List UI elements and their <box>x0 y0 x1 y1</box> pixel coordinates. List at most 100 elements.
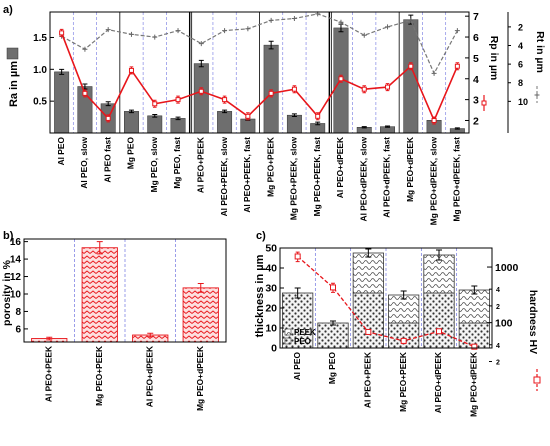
error-bar <box>59 68 65 75</box>
category-label: Al PEO, slow <box>79 137 89 189</box>
point-rp <box>338 76 344 82</box>
point-rt <box>128 31 134 37</box>
category-label: Al PEO+PEEK <box>196 137 206 193</box>
bar-ra <box>54 71 70 134</box>
bar-peek <box>388 294 420 324</box>
category-label: Mg PEO+dPEEK <box>195 346 205 411</box>
legend-marker-rp <box>481 100 487 106</box>
bar-ra <box>170 118 186 134</box>
point-rt <box>338 19 344 25</box>
point-rt <box>291 16 297 22</box>
panel-label-c: c) <box>256 230 266 242</box>
rp-tick-label: 7 <box>473 11 479 23</box>
point-rp <box>408 63 414 69</box>
point-rt <box>408 17 414 23</box>
hv-minor-label: 4 <box>496 287 500 294</box>
category-label: Mg PEO+dPEEK <box>405 137 415 202</box>
category-label: Al PEO <box>292 352 302 381</box>
y-tick-label: 40 <box>265 263 277 275</box>
point-hardness <box>365 328 372 335</box>
point-rt <box>385 24 391 30</box>
hv-minor-label: 2 <box>496 360 500 367</box>
point-rp <box>268 90 274 96</box>
y-tick-label: 10 <box>265 323 277 335</box>
error-bar <box>198 59 204 68</box>
category-label: Mg PEO+PEEK <box>398 352 408 412</box>
y-tick-label: 1.0 <box>33 65 47 76</box>
category-label: Al PEO+dPEEK, fast <box>382 137 392 218</box>
category-label: Al PEO+dPEEK, slow <box>358 137 368 222</box>
hv-minor-label: 4 <box>496 343 500 350</box>
point-hardness <box>436 328 442 335</box>
error-bar <box>365 248 372 258</box>
category-label: Al PEO <box>56 137 66 166</box>
error-bar <box>385 125 391 128</box>
point-hardness <box>400 337 407 344</box>
y-tick-label: 16 <box>10 237 22 248</box>
category-label: Al PEO+PEEK <box>43 346 53 402</box>
y-tick-label: 0 <box>271 343 277 355</box>
error-bar <box>315 121 321 126</box>
rp-tick-label: 4 <box>473 74 479 86</box>
point-rt <box>268 17 274 23</box>
error-bar <box>197 283 204 293</box>
rt-tick-label: 8 <box>518 78 523 88</box>
rp-axis-label: Rp in µm <box>488 36 500 81</box>
y-axis-label: porosity in % <box>1 259 13 326</box>
rt-tick-label: 4 <box>518 41 523 51</box>
bar-peek <box>458 289 490 324</box>
bar-porosity <box>81 247 118 343</box>
point-rt <box>431 70 437 76</box>
point-rp <box>222 97 228 103</box>
point-rt <box>152 34 158 40</box>
category-label: Al PEO+dPEEK <box>335 137 345 198</box>
point-rt <box>454 28 460 34</box>
point-rp <box>175 97 181 103</box>
bar-peo <box>388 322 420 349</box>
point-rp <box>291 86 297 92</box>
error-bar <box>400 290 407 300</box>
bar-ra <box>217 111 233 134</box>
error-bar <box>294 287 301 299</box>
rp-tick-label: 2 <box>473 115 479 127</box>
bar-ra <box>286 114 302 134</box>
panel-label-a: a) <box>3 4 13 16</box>
legend-marker-hardness <box>533 376 541 384</box>
point-rp <box>245 113 251 119</box>
error-bar <box>96 241 103 255</box>
hv-axis-label: hardness HV <box>527 290 539 354</box>
category-label: Mg PEO+dPEEK, slow <box>428 137 438 226</box>
series-line-rp <box>60 32 459 123</box>
rp-tick-label: 3 <box>473 95 479 107</box>
y-axis-label: thickness in µm <box>254 254 266 337</box>
point-rp <box>105 115 111 121</box>
y-tick-label: 8 <box>15 307 21 318</box>
bar-ra <box>263 44 279 134</box>
error-bar <box>46 336 53 341</box>
error-bar <box>147 332 154 338</box>
category-label: Mg PEO+dPEEK <box>469 352 479 417</box>
point-rt <box>175 28 181 34</box>
category-label: Mg PEO, slow <box>149 137 159 193</box>
chart-b: 6 8 10 12 14 16 porosity in % Al PEO+PEEK Mg PEO… <box>1 237 227 411</box>
point-rp <box>361 86 367 92</box>
error-bar <box>454 127 460 130</box>
bar-ra <box>147 115 163 134</box>
hv-minor-label: 2 <box>496 304 500 311</box>
y-tick-label: 6 <box>15 324 21 335</box>
bar-peo <box>317 322 349 349</box>
y-tick-label: 20 <box>265 303 277 315</box>
category-label: Al PEO+dPEEK <box>144 346 154 407</box>
series-line-rt <box>61 13 458 75</box>
plot-frame <box>23 238 227 343</box>
legend-label-peek: PEEK <box>294 328 316 337</box>
point-rt <box>82 46 88 52</box>
legend-label-peo: PEO <box>294 337 311 346</box>
point-rp <box>454 63 460 69</box>
error-bar <box>175 116 181 121</box>
y-tick-label: 1.5 <box>33 33 47 44</box>
error-bar <box>128 109 134 114</box>
series-line-hardness <box>297 256 475 348</box>
category-label: Al PEO+PEEK, fast <box>242 137 252 213</box>
